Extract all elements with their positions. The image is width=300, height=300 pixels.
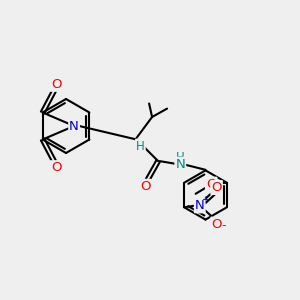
Text: N: N [176, 158, 185, 171]
Text: H: H [136, 140, 145, 153]
Text: O: O [51, 161, 62, 174]
Text: O: O [51, 78, 62, 91]
Text: H: H [176, 151, 185, 164]
Text: O: O [211, 218, 222, 231]
Text: O: O [206, 178, 217, 191]
Text: N: N [195, 199, 205, 212]
Text: O: O [140, 180, 151, 193]
Text: +: + [201, 195, 209, 206]
Text: O: O [211, 181, 222, 194]
Text: N: N [69, 119, 79, 133]
Text: -: - [221, 219, 225, 232]
